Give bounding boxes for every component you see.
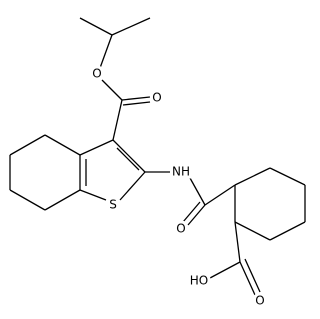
atom-label: O bbox=[176, 222, 185, 236]
atom-label: O bbox=[92, 67, 101, 81]
atom-label: O bbox=[152, 91, 161, 105]
atom-label: NH bbox=[172, 165, 190, 179]
atom-label: S bbox=[109, 198, 117, 212]
atom-label: HO bbox=[190, 274, 208, 288]
bonds bbox=[9, 17, 306, 296]
atom-label: O bbox=[255, 294, 264, 308]
